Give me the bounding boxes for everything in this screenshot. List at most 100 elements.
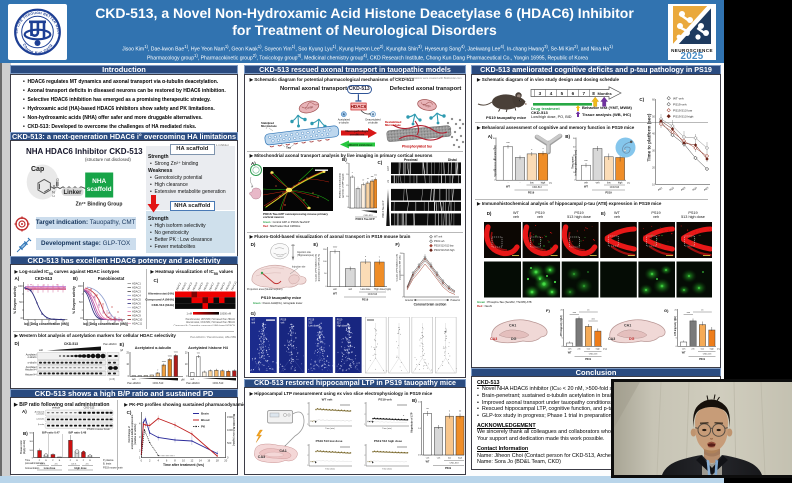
svg-text:PS19 513 low: PS19 513 low xyxy=(673,108,693,112)
svg-text:High dose: High dose xyxy=(336,325,347,327)
svg-text:2: 2 xyxy=(364,414,365,416)
svg-text:NHA: NHA xyxy=(92,178,106,185)
svg-text:2: 2 xyxy=(139,449,141,453)
svg-text:*: * xyxy=(531,148,533,152)
svg-text:14: 14 xyxy=(199,458,202,462)
svg-text:PS19: PS19 xyxy=(308,319,314,321)
svg-text:**: ** xyxy=(362,180,364,182)
svg-text:20: 20 xyxy=(674,309,677,311)
svg-text:WT: WT xyxy=(426,461,430,464)
svg-text:2: 2 xyxy=(55,321,57,324)
svg-text:3: 3 xyxy=(364,403,365,405)
svg-text:***: *** xyxy=(371,177,374,179)
svg-text:15: 15 xyxy=(346,185,349,187)
svg-text:veh: veh xyxy=(577,348,581,350)
svg-text:513: 513 xyxy=(308,322,313,324)
svg-text:P301S Tau-GFP: P301S Tau-GFP xyxy=(382,200,385,218)
svg-text:N: N xyxy=(52,189,55,194)
svg-text:25: 25 xyxy=(126,351,129,354)
svg-text:P: P xyxy=(52,460,54,462)
svg-text:Time (min): Time (min) xyxy=(325,428,335,430)
svg-text:**: ** xyxy=(459,410,462,414)
svg-text:DG: DG xyxy=(511,337,517,341)
svg-text:20: 20 xyxy=(185,351,188,354)
svg-text:Acetylated histone H4: Acetylated histone H4 xyxy=(188,346,229,350)
svg-text:0: 0 xyxy=(347,207,349,209)
svg-text:high: high xyxy=(618,181,623,184)
svg-text:AQ5: AQ5 xyxy=(703,186,709,192)
svg-text:Alteminostat (HA): Alteminostat (HA) xyxy=(148,291,174,295)
svg-text:***: *** xyxy=(573,311,577,315)
svg-text:WT: WT xyxy=(682,351,686,354)
svg-text:PS19 513-513 high: PS19 513-513 high xyxy=(434,249,455,252)
svg-text:HDAC6 inhibition: HDAC6 inhibition xyxy=(348,142,373,146)
svg-text:Months: Months xyxy=(598,90,613,95)
svg-text:PS19 513 high: PS19 513 high xyxy=(673,114,694,118)
svg-text:CKD-513: CKD-513 xyxy=(610,187,620,189)
svg-text:200: 200 xyxy=(400,253,404,255)
svg-text:Deacetylated: Deacetylated xyxy=(365,117,381,121)
svg-text:7: 7 xyxy=(583,90,586,95)
svg-text:PS19 513 low dose: PS19 513 low dose xyxy=(316,439,343,443)
svg-text:6: 6 xyxy=(166,458,168,462)
svg-text:CKD-513: CKD-513 xyxy=(84,406,95,410)
svg-text:vehicle: vehicle xyxy=(52,406,61,410)
svg-text:PS19 veh: PS19 veh xyxy=(434,240,445,243)
svg-text:500: 500 xyxy=(227,441,232,445)
svg-text:20: 20 xyxy=(224,458,227,462)
svg-text:Histone H4: Histone H4 xyxy=(25,368,37,371)
svg-text:0: 0 xyxy=(494,179,496,181)
svg-text:1: 1 xyxy=(48,321,50,324)
svg-text:150: 150 xyxy=(323,249,327,251)
svg-text:0: 0 xyxy=(676,345,678,347)
svg-text:1 nM: 1 nM xyxy=(186,312,192,315)
svg-text:Cargo: Cargo xyxy=(423,102,432,108)
svg-text:50: 50 xyxy=(79,301,82,304)
svg-text:Time after treatment (hrs): Time after treatment (hrs) xyxy=(163,463,204,467)
svg-text:HDAC1: HDAC1 xyxy=(176,281,183,291)
svg-text:10: 10 xyxy=(126,363,129,366)
svg-text:2: 2 xyxy=(114,321,116,324)
svg-text:Acetylated α-tubulin: Acetylated α-tubulin xyxy=(135,346,172,350)
svg-text:PS19 mouse brain: PS19 mouse brain xyxy=(103,467,123,470)
svg-text:2: 2 xyxy=(307,455,308,457)
svg-text:veh: veh xyxy=(333,289,337,291)
svg-text:0.5 h: 0.5 h xyxy=(40,464,46,466)
svg-text:3: 3 xyxy=(121,321,123,324)
svg-text:high: high xyxy=(541,181,546,184)
svg-text:B: B xyxy=(45,460,47,462)
svg-text:3: 3 xyxy=(539,90,542,95)
svg-text:8: 8 xyxy=(174,458,176,462)
svg-text:1.0: 1.0 xyxy=(418,428,422,430)
svg-text:CKD-513: CKD-513 xyxy=(364,215,374,217)
svg-text:0: 0 xyxy=(402,296,404,298)
svg-text:3: 3 xyxy=(307,445,308,447)
svg-text:12: 12 xyxy=(190,458,193,462)
svg-text:Low dose: Low dose xyxy=(44,467,56,470)
svg-text:low: low xyxy=(530,181,534,184)
svg-text:0: 0 xyxy=(325,286,327,288)
svg-text:CA1: CA1 xyxy=(624,323,631,327)
svg-text:*: * xyxy=(157,368,158,372)
svg-text:HDAC8: HDAC8 xyxy=(132,309,141,313)
svg-text:PS19 veh: PS19 veh xyxy=(673,102,687,106)
svg-text:Cap: Cap xyxy=(31,166,44,173)
svg-text:513: 513 xyxy=(336,322,341,324)
svg-text:3: 3 xyxy=(139,435,141,439)
svg-text:PS19: PS19 xyxy=(336,319,342,321)
svg-text:Pan-HDACi: Pan-HDACi xyxy=(103,342,117,346)
svg-text:AQ3: AQ3 xyxy=(680,186,686,192)
svg-text:Stabilized: Stabilized xyxy=(261,121,274,125)
svg-text:***: *** xyxy=(374,175,377,177)
svg-text:CKD-513: CKD-513 xyxy=(368,294,378,296)
svg-text:HDAC6: HDAC6 xyxy=(203,281,210,291)
svg-text:CA3: CA3 xyxy=(608,337,615,341)
svg-text:NEUROSCIENCE: NEUROSCIENCE xyxy=(671,48,713,53)
svg-text:HDAC5: HDAC5 xyxy=(132,297,141,301)
svg-text:Time (min): Time (min) xyxy=(382,428,392,430)
svg-text:β-actin: β-actin xyxy=(38,423,44,426)
svg-text:PS19: PS19 xyxy=(280,319,286,321)
svg-text:conditions: conditions xyxy=(350,132,365,136)
svg-text:Concentration: Concentration xyxy=(25,467,40,470)
svg-text:PS19 513 high dose: PS19 513 high dose xyxy=(374,439,403,443)
